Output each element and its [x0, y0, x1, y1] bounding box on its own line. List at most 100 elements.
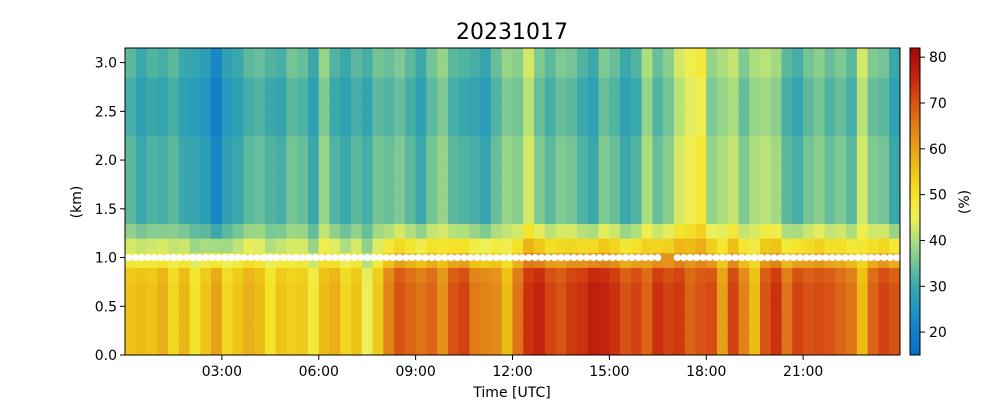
- heatmap-cell: [383, 106, 395, 122]
- heatmap-cell: [221, 62, 234, 78]
- heatmap-cell: [609, 194, 621, 210]
- heatmap-cell: [329, 311, 341, 327]
- heatmap-cell: [125, 252, 137, 268]
- heatmap-cell: [189, 135, 201, 151]
- heatmap-cell: [663, 252, 675, 268]
- heatmap-cell: [523, 106, 535, 122]
- heatmap-cell: [943, 209, 954, 224]
- heatmap-cell: [125, 77, 137, 93]
- colorbar: [909, 47, 921, 356]
- heatmap-cell: [200, 238, 212, 254]
- heatmap-cell: [878, 91, 890, 108]
- heatmap-cell: [781, 267, 793, 283]
- inversion-marker: [725, 253, 733, 262]
- heatmap-cell: [168, 121, 180, 137]
- heatmap-cell: [351, 135, 363, 151]
- heatmap-cell: [598, 135, 610, 151]
- heatmap-cell: [372, 325, 384, 341]
- heatmap-cell: [630, 194, 643, 210]
- heatmap-cell: [394, 194, 406, 210]
- heatmap-cell: [975, 106, 986, 121]
- heatmap-cell: [501, 223, 514, 239]
- inversion-marker: [718, 253, 727, 262]
- heatmap-cell: [867, 164, 879, 181]
- heatmap-cell: [620, 340, 632, 355]
- heatmap-cell: [544, 311, 557, 327]
- heatmap-cell: [943, 77, 954, 92]
- heatmap-cell: [351, 238, 363, 254]
- heatmap-cell: [889, 164, 900, 181]
- heatmap-cell: [523, 48, 535, 64]
- heatmap-cell: [437, 194, 449, 210]
- heatmap-cell: [232, 311, 244, 327]
- heatmap-cell: [340, 106, 352, 122]
- inversion-marker: [389, 253, 397, 262]
- heatmap-cell: [609, 62, 621, 78]
- heatmap-cell: [803, 325, 815, 341]
- x-axis: 03:00 06:00 09:00 12:00 15:00 18:00 21:00: [202, 355, 823, 380]
- heatmap-cell: [544, 106, 557, 122]
- heatmap-cell: [533, 208, 546, 225]
- heatmap-cell: [749, 238, 761, 254]
- heatmap-cell: [975, 340, 986, 355]
- heatmap-cell: [146, 164, 158, 181]
- heatmap-cell: [577, 311, 589, 327]
- heatmap-cell: [200, 62, 212, 78]
- heatmap-cell: [566, 208, 578, 225]
- heatmap-cell: [372, 164, 384, 181]
- inversion-marker: [189, 253, 197, 262]
- heatmap-cell: [512, 179, 524, 195]
- heatmap-cell: [351, 77, 363, 93]
- heatmap-cell: [264, 135, 277, 151]
- heatmap-cell: [307, 48, 320, 64]
- heatmap-cell: [329, 267, 341, 283]
- heatmap-cell: [533, 340, 546, 355]
- heatmap-cell: [189, 150, 201, 166]
- heatmap-cell: [501, 179, 514, 195]
- heatmap-cell: [695, 121, 707, 137]
- heatmap-cell: [954, 340, 965, 355]
- heatmap-cell: [221, 48, 234, 64]
- heatmap-cell: [641, 150, 653, 166]
- heatmap-cell: [415, 281, 427, 298]
- heatmap-cell: [523, 150, 535, 166]
- heatmap-cell: [695, 135, 707, 151]
- heatmap-cell: [533, 325, 546, 341]
- heatmap-cell: [490, 223, 503, 239]
- heatmap-cell: [824, 238, 836, 254]
- heatmap-cell: [566, 164, 578, 181]
- heatmap-cell: [286, 194, 298, 210]
- inversion-marker: [247, 253, 255, 262]
- heatmap-cell: [523, 325, 535, 341]
- heatmap-cell: [695, 164, 707, 181]
- heatmap-cell: [211, 325, 223, 341]
- heatmap-cell: [544, 62, 557, 78]
- heatmap-cell: [135, 91, 148, 108]
- heatmap-cell: [254, 252, 266, 268]
- heatmap-cell: [620, 194, 632, 210]
- heatmap-cell: [426, 164, 438, 181]
- heatmap-cell: [480, 164, 492, 181]
- heatmap-cell: [394, 150, 406, 166]
- heatmap-cell: [146, 77, 158, 93]
- heatmap-cell: [652, 325, 664, 341]
- heatmap-cell: [501, 62, 514, 78]
- x-tick-label: 15:00: [589, 364, 629, 380]
- heatmap-cell: [146, 311, 158, 327]
- heatmap-cell: [297, 267, 309, 283]
- heatmap-cell: [254, 194, 266, 210]
- heatmap-cell: [921, 77, 932, 92]
- heatmap-cell: [716, 296, 729, 312]
- heatmap-cell: [577, 194, 589, 210]
- heatmap-cell: [695, 194, 707, 210]
- heatmap-cell: [673, 325, 686, 341]
- heatmap-cell: [490, 48, 503, 64]
- heatmap-cell: [792, 296, 804, 312]
- heatmap-cell: [749, 281, 761, 298]
- heatmap-cell: [221, 340, 234, 355]
- heatmap-cell: [673, 340, 686, 355]
- heatmap-cell: [878, 208, 890, 225]
- heatmap-cell: [975, 48, 986, 63]
- heatmap-cell: [641, 296, 653, 312]
- heatmap-cell: [813, 340, 826, 355]
